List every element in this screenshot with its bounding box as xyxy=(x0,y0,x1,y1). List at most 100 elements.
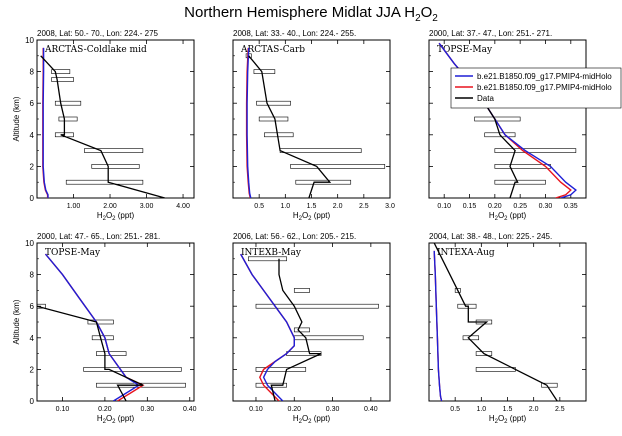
range-box xyxy=(457,303,477,309)
panel-header: 2008, Lat: 33.- 40., Lon: 224.- 255. xyxy=(233,29,356,38)
panels: 2008, Lat: 50.- 70., Lon: 224.- 275 0 2 4 6 8… xyxy=(12,29,622,425)
panel-header: 2008, Lat: 50.- 70., Lon: 224.- 275 xyxy=(37,29,159,38)
panel-header: 2004, Lat: 38.- 48., Lon: 225.- 245. xyxy=(429,232,552,241)
x-tick-label: 0.40 xyxy=(183,406,197,413)
y-tick-label: 2 xyxy=(30,162,35,171)
plot-area xyxy=(438,42,577,198)
range-box xyxy=(51,69,71,74)
range-box xyxy=(256,100,291,106)
range-box xyxy=(248,256,287,262)
data-line xyxy=(270,258,322,401)
range-box xyxy=(541,382,558,388)
y-tick-label: 8 xyxy=(30,68,35,77)
model-blue-line xyxy=(438,42,577,198)
plot-frame xyxy=(232,39,391,199)
range-box xyxy=(454,288,461,293)
range-box xyxy=(54,100,82,106)
legend-box xyxy=(450,67,622,109)
range-box xyxy=(91,335,114,341)
legend-label-1: b.e21.B1850.f09_g17.PMIP4-midHolo xyxy=(477,72,612,81)
x-axis-label: H2O2 (ppt) xyxy=(293,414,331,425)
range-box xyxy=(293,327,310,333)
range-box xyxy=(37,303,46,309)
campaign-label: TOPSE-May xyxy=(437,45,493,55)
x-tick-label: 1.00 xyxy=(67,203,81,210)
plot-area xyxy=(40,47,165,198)
plot-area xyxy=(245,47,386,198)
x-tick-label: 4.00 xyxy=(176,203,190,210)
model-red-line xyxy=(438,42,572,198)
figure-title: Northern Hemisphere Midlat JJA H2O2 xyxy=(184,4,438,24)
model-blue-line xyxy=(240,253,295,401)
y-tick-label: 4 xyxy=(30,131,35,140)
data-line xyxy=(483,87,519,198)
figure-title-sub2: 2 xyxy=(432,13,438,24)
range-box xyxy=(494,164,551,169)
x-tick-label: 0.15 xyxy=(463,203,477,210)
x-tick-label: 0.30 xyxy=(326,406,340,413)
y-tick-label: 2 xyxy=(30,365,35,374)
y-tick-label: 4 xyxy=(30,334,35,343)
x-tick-label: 0.20 xyxy=(98,406,112,413)
x-tick-label: 1.5 xyxy=(503,406,513,413)
x-tick-label: 0.10 xyxy=(56,406,70,413)
legend: b.e21.B1850.f09_g17.PMIP4-midHolo b.e21.B… xyxy=(450,67,622,109)
figure-title-main: Northern Hemisphere Midlat JJA H xyxy=(184,4,415,21)
plot-frame xyxy=(428,39,587,199)
range-box xyxy=(65,179,144,185)
x-tick-label: 1.5 xyxy=(307,203,317,210)
data-line xyxy=(37,305,144,401)
x-axis-label: H2O2 (ppt) xyxy=(489,414,527,425)
x-axis-label: H2O2 (ppt) xyxy=(97,414,135,425)
range-box xyxy=(255,303,379,309)
panel-3: 2000, Lat: 37.- 47., Lon: 251.- 271. 0.10… xyxy=(428,29,622,222)
range-box xyxy=(279,148,362,153)
range-box xyxy=(475,367,516,372)
campaign-label: ARCTAS-Carb xyxy=(240,45,305,55)
data-line xyxy=(248,55,332,198)
panel-1: 2008, Lat: 50.- 70., Lon: 224.- 275 0 2 4 6 8… xyxy=(12,29,195,222)
campaign-label: INTEXB-May xyxy=(241,248,302,258)
x-tick-label: 1.0 xyxy=(280,203,290,210)
range-box xyxy=(290,164,386,169)
panel-header: 2000, Lat: 37.- 47., Lon: 251.- 271. xyxy=(429,29,552,38)
figure-title-sub: 2 xyxy=(415,13,421,24)
model-blue-line xyxy=(246,47,252,198)
x-tick-label: 3.0 xyxy=(385,203,395,210)
x-tick-label: 2.5 xyxy=(555,406,565,413)
y-tick-label: 8 xyxy=(30,271,35,280)
legend-label-2: b.e21.B1850.f09_g17.PMIP4-midHolo xyxy=(477,83,612,92)
range-box xyxy=(84,148,144,153)
y-tick-label: 0 xyxy=(30,194,35,203)
range-box xyxy=(255,367,307,372)
x-tick-label: 2.0 xyxy=(529,406,539,413)
y-tick-label: 10 xyxy=(25,239,34,248)
x-tick-label: 0.10 xyxy=(249,406,263,413)
panel-header: 2000, Lat: 47.- 65., Lon: 251.- 281. xyxy=(37,232,160,241)
x-tick-label: 0.30 xyxy=(141,406,155,413)
x-tick-label: 2.0 xyxy=(333,203,343,210)
range-box xyxy=(51,77,74,82)
plot-frame xyxy=(428,242,587,402)
x-axis-label: H2O2 (ppt) xyxy=(293,211,331,222)
x-tick-label: 3.00 xyxy=(140,203,154,210)
x-axis-label: H2O2 (ppt) xyxy=(97,211,135,222)
range-box xyxy=(475,351,493,356)
x-axis-label: H2O2 (ppt) xyxy=(489,211,527,222)
x-tick-label: 2.00 xyxy=(103,203,117,210)
range-box xyxy=(474,116,521,122)
y-tick-label: 6 xyxy=(30,302,35,311)
campaign-label: TOPSE-May xyxy=(45,248,101,258)
x-tick-label: 0.5 xyxy=(450,406,460,413)
range-box xyxy=(58,116,78,122)
data-line xyxy=(40,55,165,198)
plot-frame xyxy=(232,242,391,402)
x-tick-label: 2.5 xyxy=(359,203,369,210)
model-blue-line xyxy=(42,47,49,198)
range-box xyxy=(293,288,310,293)
y-axis-label: Altitude (km) xyxy=(12,299,21,344)
panel-4: 2000, Lat: 47.- 65., Lon: 251.- 281. 0 2 4 6… xyxy=(12,232,197,425)
y-tick-label: 10 xyxy=(25,36,34,45)
range-box xyxy=(253,69,276,74)
y-axis-label: Altitude (km) xyxy=(12,96,21,141)
